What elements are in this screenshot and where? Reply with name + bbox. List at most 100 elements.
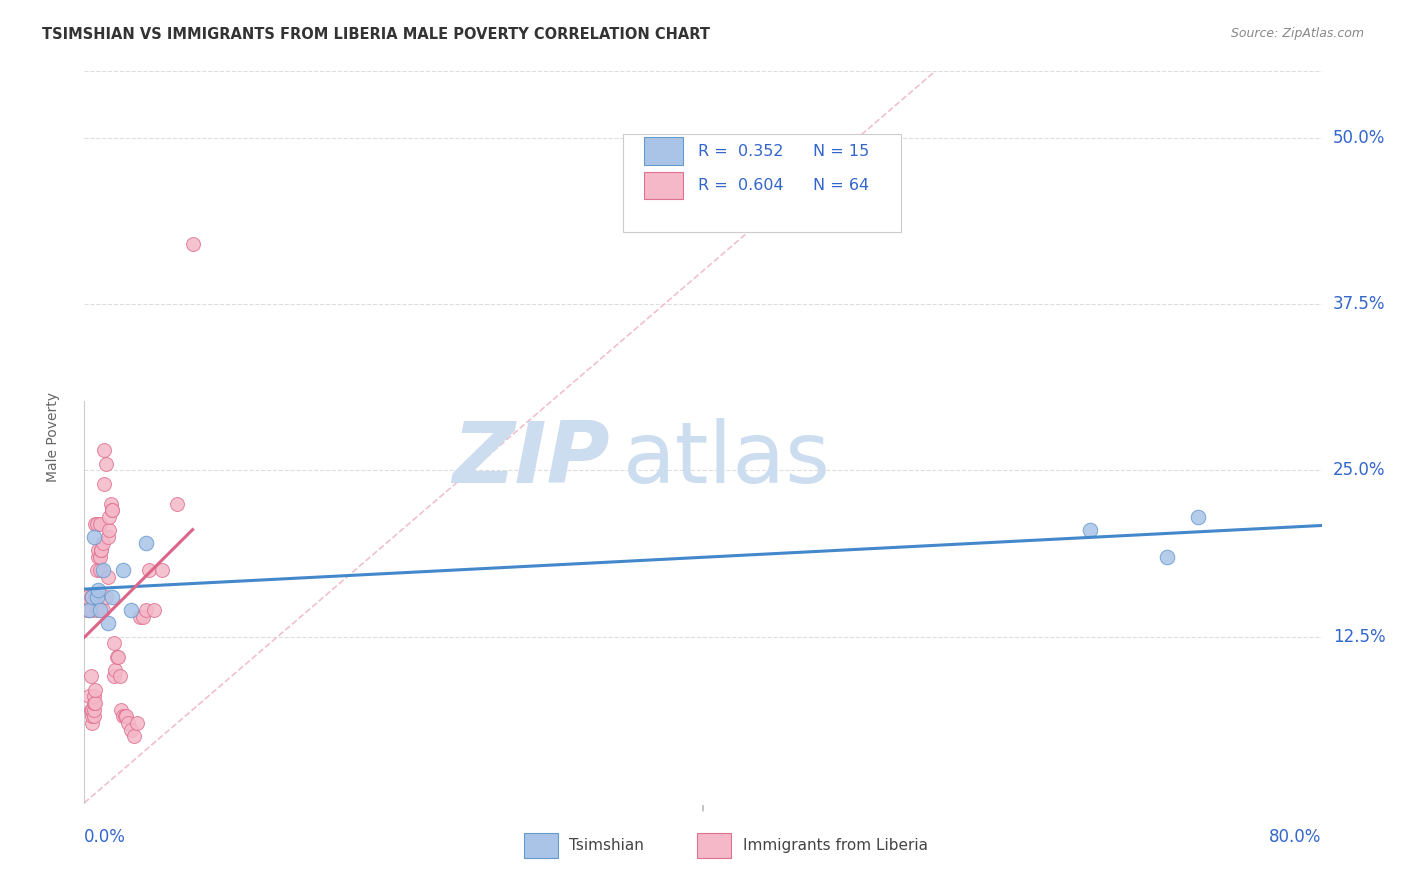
FancyBboxPatch shape [697, 833, 731, 858]
Point [96, 530, 118, 544]
Point [101, 503, 124, 517]
Point [83, 530, 105, 544]
Point [91, 563, 114, 577]
FancyBboxPatch shape [644, 137, 683, 165]
Text: Source: ZipAtlas.com: Source: ZipAtlas.com [1230, 27, 1364, 40]
Point [82, 716, 104, 731]
Point [150, 563, 173, 577]
Point [84, 590, 107, 604]
Point [120, 723, 142, 737]
Point [79, 669, 101, 683]
Text: 37.5%: 37.5% [1333, 295, 1385, 313]
Point [90, 543, 112, 558]
Point [89, 549, 111, 564]
Point [98, 509, 121, 524]
Point [1156, 549, 1178, 564]
Point [87, 543, 110, 558]
Point [89, 563, 111, 577]
Point [76, 590, 98, 604]
Point [89, 603, 111, 617]
Text: N = 15: N = 15 [813, 144, 869, 159]
Point [77, 603, 100, 617]
Point [135, 603, 157, 617]
Point [112, 709, 135, 723]
Point [84, 682, 107, 697]
Point [112, 563, 135, 577]
Point [86, 563, 108, 577]
Point [83, 703, 105, 717]
Point [93, 443, 115, 458]
Text: Tsimshian: Tsimshian [569, 838, 644, 853]
Point [114, 709, 136, 723]
Text: 12.5%: 12.5% [1333, 628, 1385, 646]
Point [104, 663, 127, 677]
Text: ZIP: ZIP [453, 417, 610, 500]
Point [101, 503, 124, 517]
Point [83, 709, 105, 723]
Point [94, 590, 117, 604]
Point [89, 516, 111, 531]
Point [83, 696, 105, 710]
Point [77, 603, 100, 617]
Point [83, 690, 105, 704]
Text: 80.0%: 80.0% [1270, 828, 1322, 846]
Text: 50.0%: 50.0% [1333, 128, 1385, 147]
Point [86, 590, 108, 604]
Point [143, 603, 166, 617]
Point [1187, 509, 1209, 524]
Point [98, 523, 121, 537]
Point [96, 616, 118, 631]
Point [79, 590, 101, 604]
Point [77, 690, 100, 704]
Point [90, 543, 112, 558]
Point [82, 603, 104, 617]
Text: R =  0.604: R = 0.604 [697, 178, 783, 193]
FancyBboxPatch shape [623, 134, 901, 232]
Point [125, 716, 148, 731]
Point [103, 669, 125, 683]
Text: atlas: atlas [623, 417, 831, 500]
Point [94, 457, 117, 471]
Point [105, 649, 128, 664]
Point [108, 669, 131, 683]
Point [84, 696, 107, 710]
Point [1078, 523, 1101, 537]
Point [91, 536, 114, 550]
Point [82, 709, 104, 723]
Point [166, 497, 188, 511]
Point [79, 703, 101, 717]
Point [135, 536, 157, 550]
Point [87, 549, 110, 564]
Point [82, 590, 104, 604]
Point [120, 603, 142, 617]
Point [76, 603, 98, 617]
Point [82, 703, 104, 717]
Text: 25.0%: 25.0% [1333, 461, 1385, 479]
Point [122, 729, 145, 743]
Point [84, 516, 107, 531]
Point [181, 237, 204, 252]
Point [100, 497, 122, 511]
Point [129, 609, 152, 624]
Text: N = 64: N = 64 [813, 178, 869, 193]
Point [110, 703, 132, 717]
Text: TSIMSHIAN VS IMMIGRANTS FROM LIBERIA MALE POVERTY CORRELATION CHART: TSIMSHIAN VS IMMIGRANTS FROM LIBERIA MAL… [42, 27, 710, 42]
Point [138, 563, 160, 577]
Text: R =  0.352: R = 0.352 [697, 144, 783, 159]
Point [107, 649, 129, 664]
FancyBboxPatch shape [644, 171, 683, 199]
Point [103, 636, 125, 650]
Point [101, 590, 124, 604]
Point [117, 716, 139, 731]
Point [87, 582, 110, 597]
Text: Male Poverty: Male Poverty [46, 392, 60, 482]
FancyBboxPatch shape [523, 833, 558, 858]
Point [132, 609, 155, 624]
Point [86, 516, 108, 531]
Text: Immigrants from Liberia: Immigrants from Liberia [742, 838, 928, 853]
Point [86, 603, 108, 617]
Point [96, 570, 118, 584]
Point [115, 709, 138, 723]
Point [93, 476, 115, 491]
Text: 0.0%: 0.0% [84, 828, 127, 846]
